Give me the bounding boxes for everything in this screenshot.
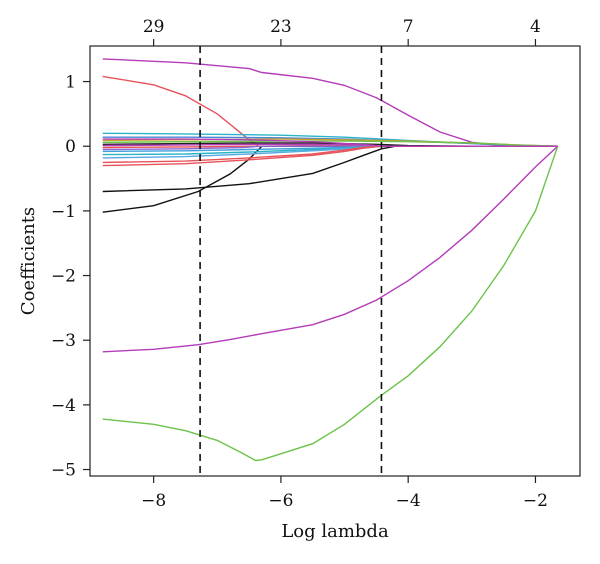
reference-lines — [199, 46, 383, 476]
top-axis: 29 23 7 4 — [143, 17, 541, 46]
y-tick-label: −2 — [51, 267, 76, 287]
top-tick-label: 4 — [530, 17, 541, 37]
x-axis-title: Log lambda — [281, 521, 389, 542]
coefficient-path-line — [102, 145, 558, 213]
x-tick-label: −6 — [268, 491, 293, 511]
y-tick-label: −1 — [51, 202, 76, 222]
top-tick-label: 7 — [403, 17, 414, 37]
coefficient-path-line — [102, 145, 559, 462]
y-axis: −5 −4 −3 −2 −1 0 1 — [51, 73, 90, 481]
top-tick-label: 29 — [143, 17, 165, 37]
x-tick-label: −2 — [523, 491, 548, 511]
x-axis: −8 −6 −4 −2 — [141, 476, 548, 511]
series-layer — [102, 58, 559, 462]
x-tick-label: −8 — [141, 491, 166, 511]
plot-frame — [89, 45, 581, 477]
y-tick-label: 1 — [65, 73, 76, 93]
y-tick-label: −4 — [51, 396, 76, 416]
y-tick-label: 0 — [65, 137, 76, 157]
coefficient-path-line — [102, 145, 559, 353]
coefficient-path-line — [102, 138, 558, 147]
y-tick-label: −5 — [51, 461, 76, 481]
y-tick-label: −3 — [51, 331, 76, 351]
coefficient-path-line — [102, 75, 558, 147]
x-tick-label: −4 — [396, 491, 421, 511]
top-tick-label: 23 — [270, 17, 292, 37]
coefficient-path-line — [102, 140, 558, 147]
y-axis-title: Coefficients — [18, 207, 39, 315]
